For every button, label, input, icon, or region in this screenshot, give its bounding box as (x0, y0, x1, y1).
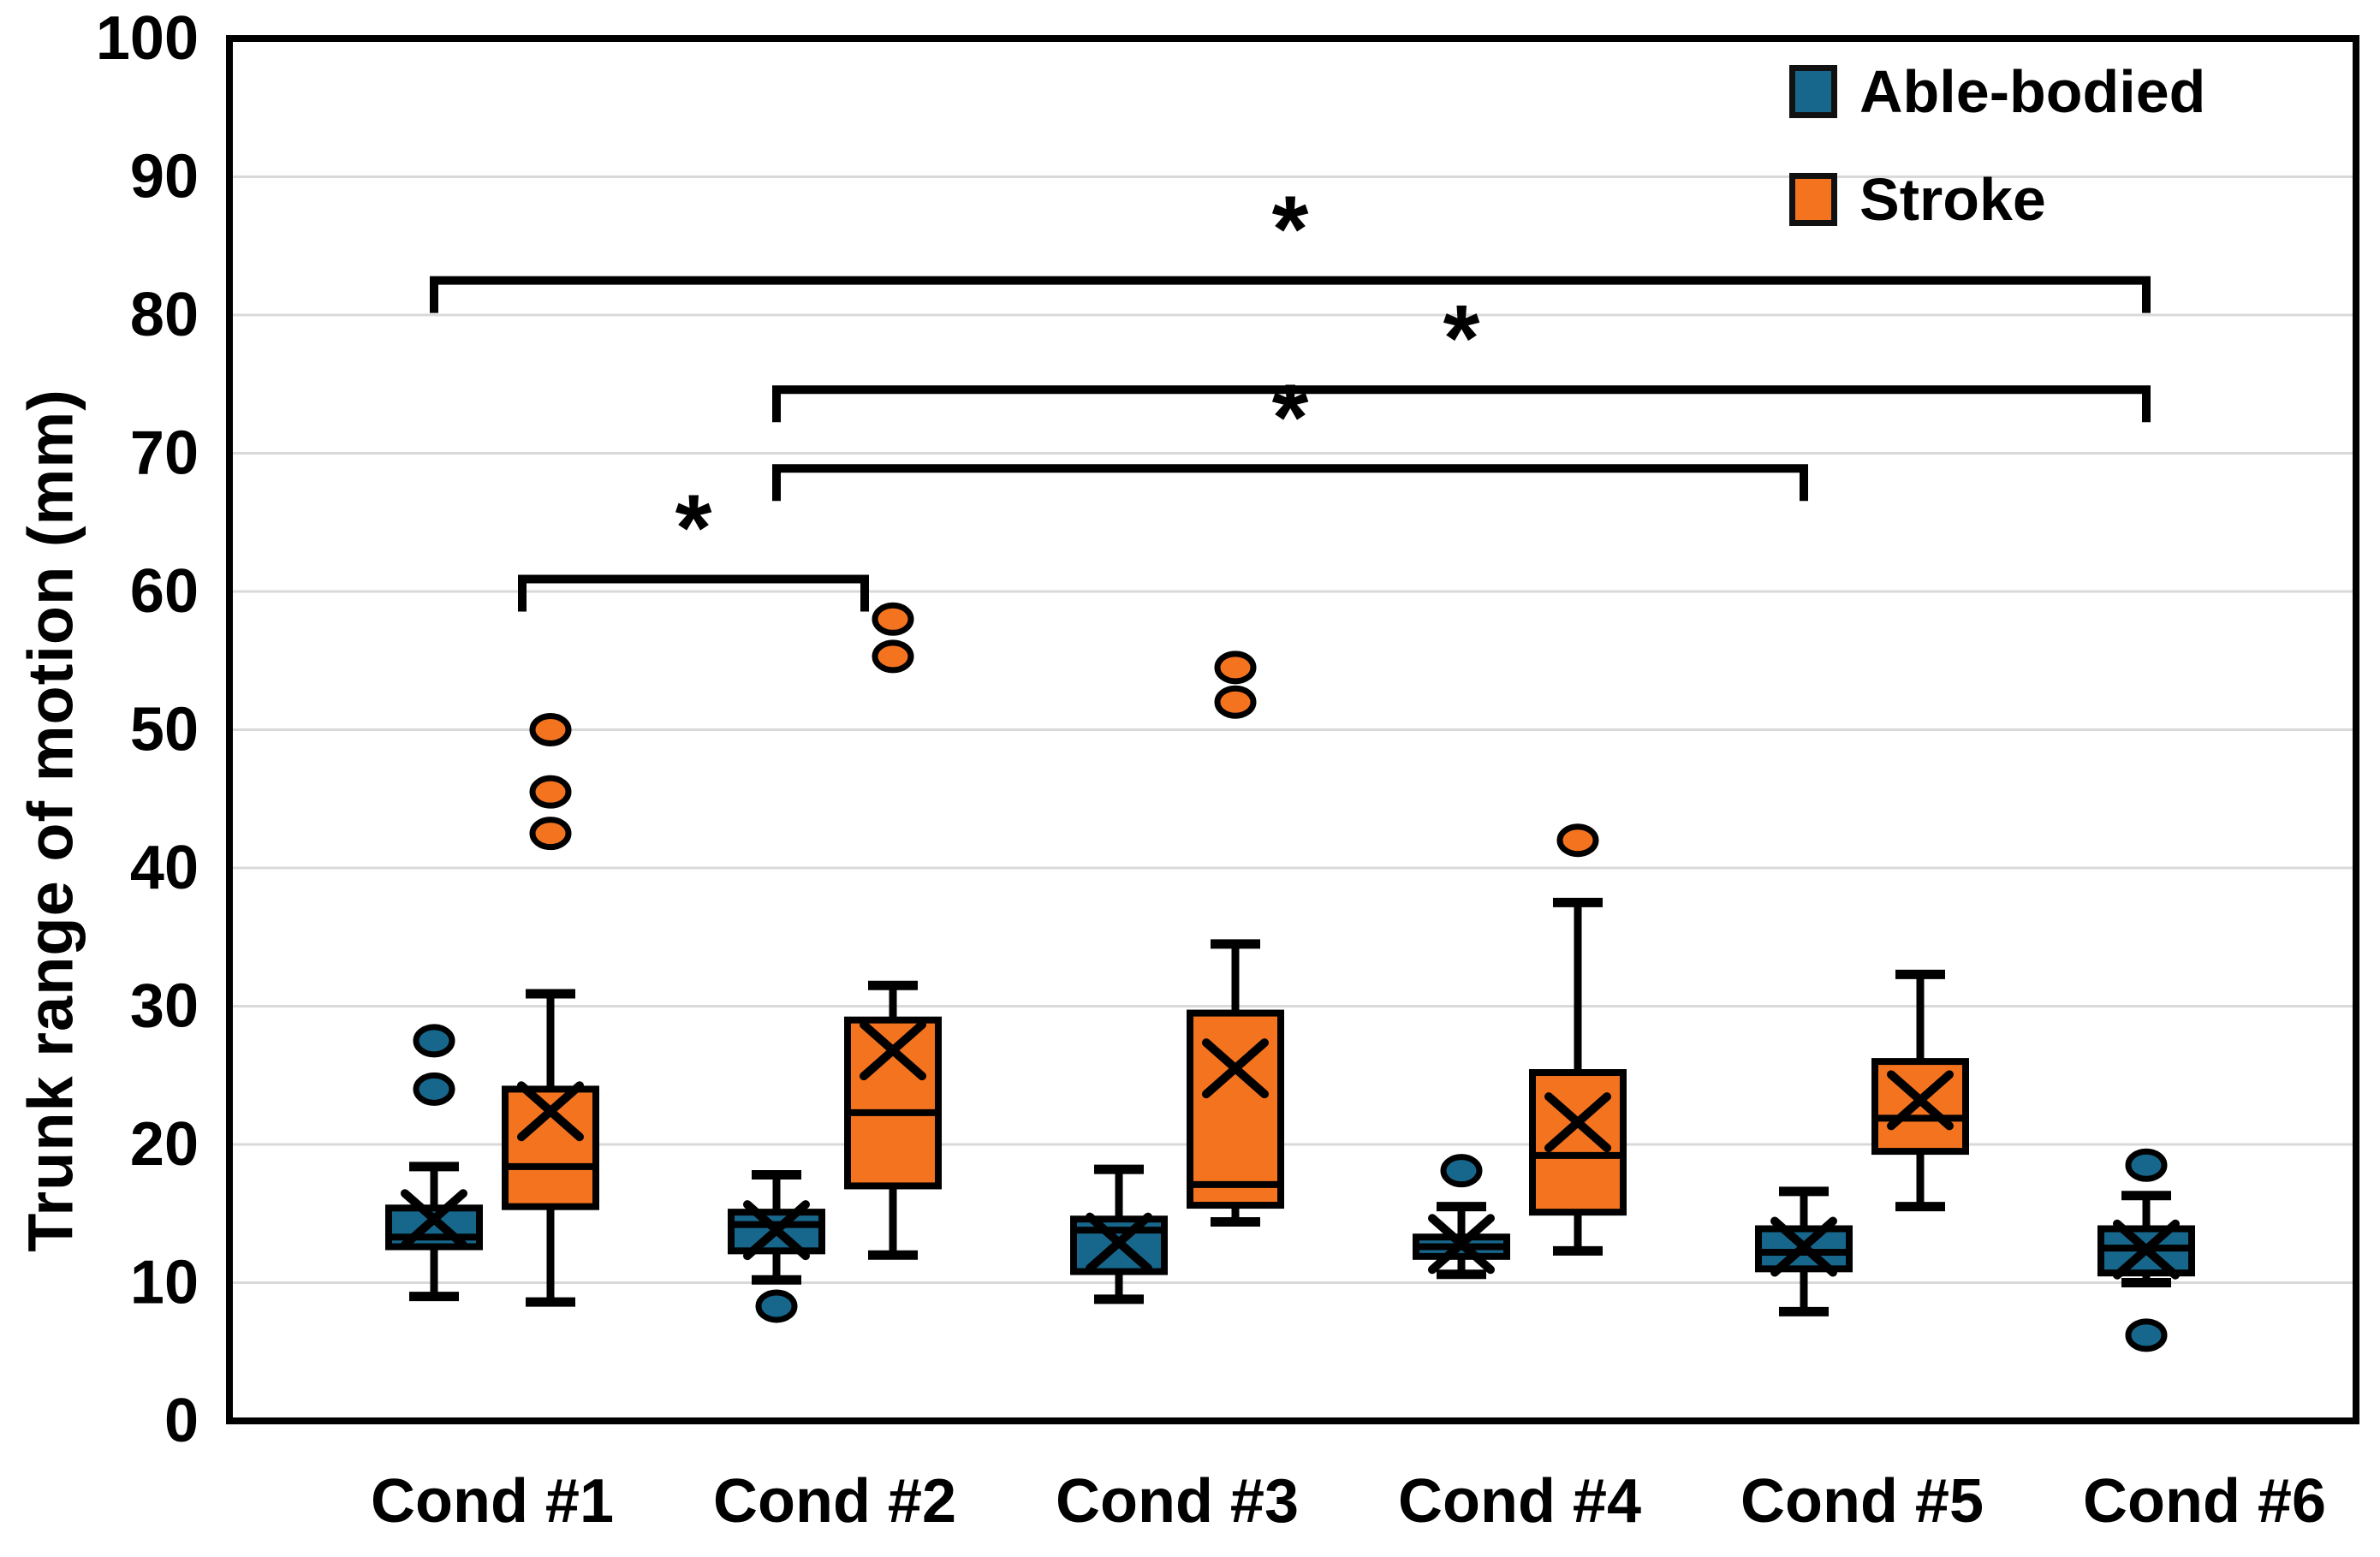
mean-x-marker-able-bodied-cond-6 (2113, 1219, 2180, 1280)
outlier-stroke-cond-3 (1214, 651, 1257, 685)
stroke-swatch-icon (1789, 173, 1837, 226)
significance-bracket-1 (430, 276, 2151, 313)
x-tick-label-6: Cond #6 (2083, 1467, 2326, 1536)
mean-x-marker-able-bodied-cond-3 (1086, 1212, 1152, 1273)
outlier-stroke-cond-4 (1556, 823, 1599, 858)
mean-x-marker-stroke-cond-2 (860, 1020, 926, 1081)
y-axis-title: Trunk range of motion (mm) (15, 389, 86, 1252)
significance-bracket-4 (518, 574, 869, 612)
outlier-stroke-cond-1 (529, 775, 572, 809)
y-tick-label-30: 30 (130, 972, 199, 1041)
outlier-stroke-cond-3 (1214, 685, 1257, 719)
outlier-able-bodied-cond-6 (2125, 1318, 2168, 1352)
outlier-able-bodied-cond-1 (413, 1072, 455, 1106)
y-tick-label-0: 0 (164, 1387, 199, 1455)
y-tick-label-40: 40 (130, 834, 199, 902)
outlier-stroke-cond-2 (872, 602, 914, 636)
mean-x-marker-stroke-cond-1 (517, 1081, 584, 1142)
x-tick-label-2: Cond #2 (713, 1467, 956, 1536)
mean-x-marker-able-bodied-cond-4 (1428, 1214, 1495, 1275)
outlier-stroke-cond-1 (529, 817, 572, 851)
legend-item-stroke: Stroke (1789, 169, 2205, 229)
x-tick-label-4: Cond #4 (1398, 1467, 1641, 1536)
y-tick-label-10: 10 (130, 1249, 199, 1317)
mean-x-marker-stroke-cond-3 (1202, 1038, 1269, 1099)
x-tick-label-5: Cond #5 (1740, 1467, 1984, 1536)
outlier-stroke-cond-2 (872, 639, 914, 674)
significance-star-4: * (675, 475, 712, 580)
x-tick-label-3: Cond #3 (1056, 1467, 1299, 1536)
mean-x-marker-able-bodied-cond-2 (743, 1200, 810, 1261)
mean-x-marker-able-bodied-cond-1 (401, 1189, 467, 1250)
legend-label-able-bodied: Able-bodied (1859, 58, 2206, 125)
outlier-able-bodied-cond-4 (1440, 1154, 1483, 1188)
y-tick-label-80: 80 (130, 281, 199, 349)
legend-label-stroke: Stroke (1859, 166, 2046, 233)
y-tick-label-70: 70 (130, 419, 199, 488)
legend: Able-bodied Stroke (1789, 62, 2205, 229)
mean-x-marker-stroke-cond-5 (1887, 1070, 1954, 1131)
outlier-stroke-cond-1 (529, 713, 572, 746)
significance-star-2: * (1443, 286, 1480, 391)
significance-star-1: * (1272, 177, 1309, 282)
x-tick-label-1: Cond #1 (371, 1467, 614, 1536)
mean-x-marker-stroke-cond-4 (1544, 1092, 1611, 1153)
significance-star-3: * (1272, 365, 1309, 470)
significance-bracket-2 (772, 385, 2151, 423)
y-tick-label-90: 90 (130, 143, 199, 211)
y-tick-label-50: 50 (130, 696, 199, 764)
y-tick-label-20: 20 (130, 1110, 199, 1179)
y-tick-label-60: 60 (130, 557, 199, 626)
outlier-able-bodied-cond-2 (755, 1289, 798, 1323)
legend-item-able-bodied: Able-bodied (1789, 62, 2205, 122)
outlier-able-bodied-cond-1 (413, 1024, 455, 1058)
outlier-able-bodied-cond-6 (2125, 1148, 2168, 1182)
plot-border (226, 35, 2359, 1424)
y-tick-label-100: 100 (96, 4, 199, 73)
significance-bracket-3 (772, 464, 1808, 502)
mean-x-marker-able-bodied-cond-5 (1770, 1216, 1837, 1277)
able-bodied-swatch-icon (1789, 65, 1837, 118)
